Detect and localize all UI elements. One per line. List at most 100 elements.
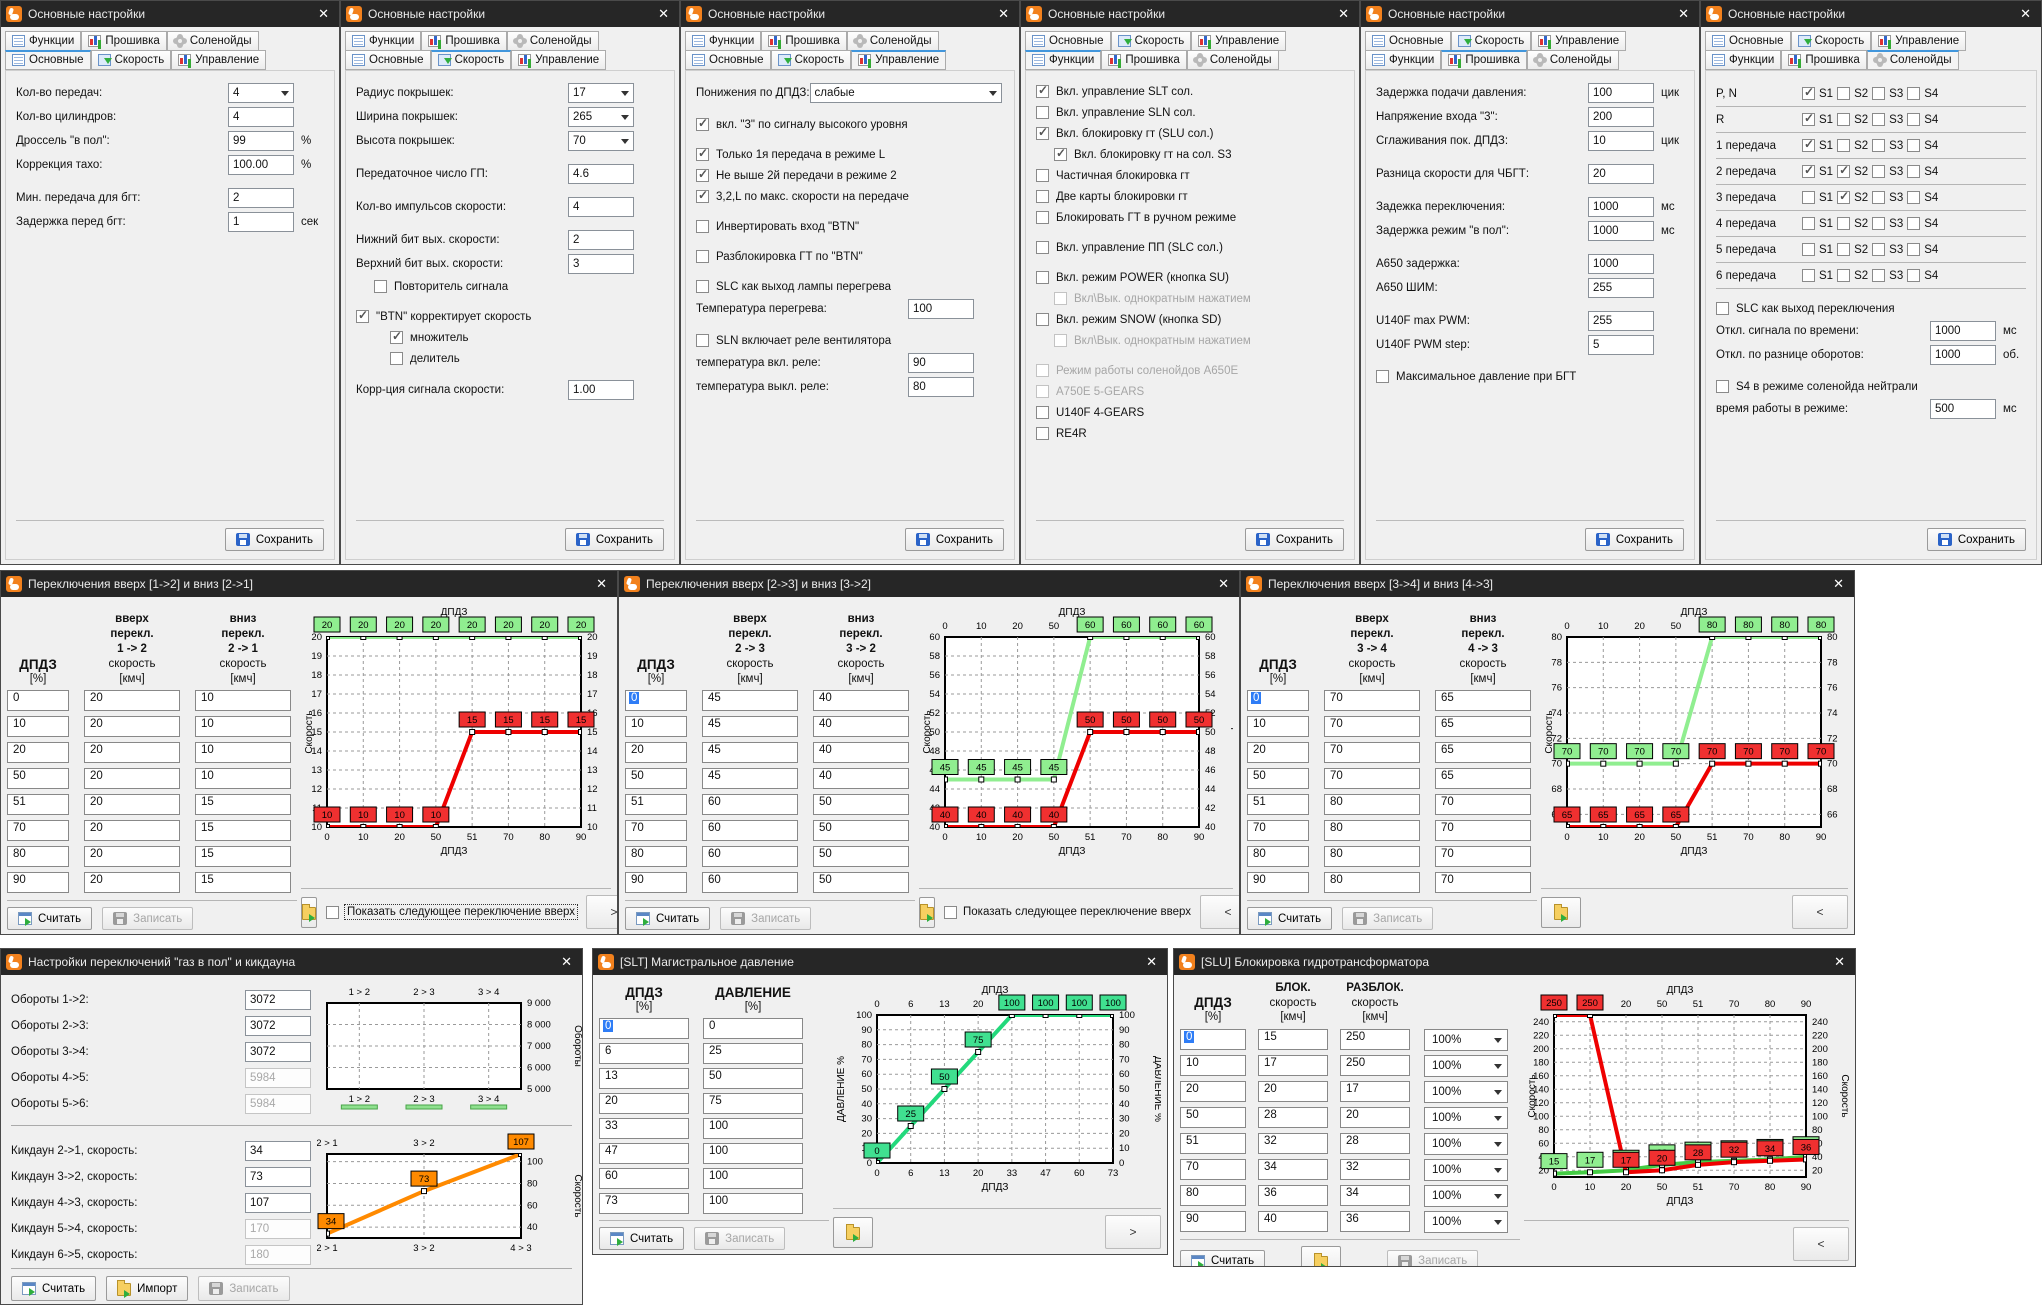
solenoid-checkbox[interactable] — [1837, 87, 1851, 100]
checkbox[interactable] — [1036, 106, 1049, 119]
checkbox[interactable] — [696, 220, 709, 233]
duty-select[interactable]: 100% — [1424, 1106, 1508, 1129]
open-file-button[interactable] — [833, 1216, 873, 1248]
nav-button[interactable]: < — [1792, 895, 1848, 929]
downshift-cell[interactable]: 10 — [195, 690, 291, 711]
downshift-cell[interactable]: 50 — [813, 794, 909, 815]
chevron-down-icon[interactable] — [1494, 1167, 1502, 1177]
solenoid-checkbox[interactable] — [1802, 163, 1815, 178]
checkbox[interactable] — [1054, 146, 1067, 161]
shift-chart[interactable]: 1010111112121313141415151616171718181919… — [301, 603, 611, 888]
tab[interactable]: Основные — [5, 50, 91, 70]
import-button[interactable]: Импорт — [106, 1276, 189, 1301]
upshift-cell[interactable]: 80 — [1324, 872, 1420, 893]
write-button[interactable]: Записать — [1342, 907, 1434, 930]
pressure-cell[interactable]: 25 — [703, 1043, 803, 1064]
checkbox[interactable] — [696, 334, 709, 347]
solenoid-checkbox[interactable] — [1837, 269, 1851, 282]
solenoid-checkbox[interactable] — [1907, 243, 1921, 256]
downshift-cell[interactable]: 40 — [813, 716, 909, 737]
solenoid-checkbox[interactable] — [1907, 217, 1921, 230]
downshift-cell[interactable]: 40 — [813, 768, 909, 789]
tab[interactable]: Скорость — [90, 50, 172, 70]
read-button[interactable]: Считать — [7, 907, 93, 930]
chevron-down-icon[interactable] — [1494, 1141, 1502, 1151]
downshift-cell[interactable]: 50 — [813, 846, 909, 867]
dpdz-cell[interactable]: 20 — [7, 742, 69, 763]
lock-cell[interactable]: 28 — [1258, 1106, 1328, 1128]
write-button[interactable]: Записать — [1387, 1249, 1479, 1266]
field-input[interactable]: 107 — [245, 1193, 311, 1213]
chevron-down-icon[interactable] — [621, 115, 629, 124]
solenoid-checkbox[interactable] — [1802, 217, 1815, 230]
duty-select[interactable]: 100% — [1424, 1080, 1508, 1103]
titlebar[interactable]: Основные настройки ✕ — [341, 1, 679, 27]
downshift-cell[interactable]: 15 — [195, 820, 291, 841]
pressure-cell[interactable]: 75 — [703, 1093, 803, 1114]
solenoid-checkbox[interactable] — [1907, 269, 1921, 282]
tab[interactable]: Скорость — [1790, 31, 1872, 51]
tab[interactable]: Скорость — [430, 50, 512, 70]
field-input[interactable]: 3072 — [245, 1016, 311, 1036]
titlebar[interactable]: Переключения вверх [2->3] и вниз [3->2] … — [619, 571, 1239, 597]
upshift-cell[interactable]: 60 — [702, 872, 798, 893]
tab[interactable]: Соленойды — [1526, 50, 1619, 70]
write-button[interactable]: Записать — [102, 907, 194, 930]
tab[interactable]: Основные — [685, 50, 771, 70]
dpdz-cell[interactable]: 90 — [625, 872, 687, 893]
downshift-cell[interactable]: 40 — [813, 742, 909, 763]
slu-chart[interactable]: 2020404060608080100100120120140140160160… — [1524, 981, 1849, 1220]
checkbox[interactable] — [1036, 364, 1049, 377]
close-icon[interactable]: ✕ — [998, 6, 1009, 21]
solenoid-checkbox[interactable] — [1802, 85, 1815, 100]
tab[interactable]: Соленойды — [1186, 50, 1279, 70]
downshift-cell[interactable]: 65 — [1435, 716, 1531, 737]
field-input[interactable]: 200 — [1588, 107, 1654, 127]
save-button[interactable]: Сохранить — [904, 528, 1004, 551]
solenoid-checkbox[interactable] — [1802, 243, 1815, 256]
chevron-down-icon[interactable] — [1494, 1037, 1502, 1047]
chevron-down-icon[interactable] — [1494, 1219, 1502, 1229]
tab[interactable]: Функции — [1365, 50, 1442, 70]
downshift-cell[interactable]: 10 — [195, 768, 291, 789]
downshift-cell[interactable]: 70 — [1435, 794, 1531, 815]
checkbox[interactable] — [1036, 83, 1049, 98]
field-input[interactable]: слабые — [809, 83, 1002, 103]
chevron-down-icon[interactable] — [621, 139, 629, 148]
field-input[interactable]: 90 — [908, 353, 974, 373]
dpdz-cell[interactable]: 80 — [7, 846, 69, 867]
checkbox[interactable] — [1036, 427, 1049, 440]
upshift-cell[interactable]: 60 — [702, 820, 798, 841]
downshift-cell[interactable]: 50 — [813, 872, 909, 893]
duty-select[interactable]: 100% — [1424, 1054, 1508, 1077]
field-input[interactable]: 80 — [908, 377, 974, 397]
dpdz-cell[interactable]: 51 — [1180, 1132, 1246, 1154]
checkbox[interactable] — [1036, 271, 1049, 284]
downshift-cell[interactable]: 70 — [1435, 846, 1531, 867]
downshift-cell[interactable]: 65 — [1435, 768, 1531, 789]
upshift-cell[interactable]: 45 — [702, 690, 798, 711]
show-next-label[interactable]: Показать следующее переключение вверх — [343, 904, 579, 920]
field-input[interactable]: 170 — [245, 1219, 311, 1239]
field-input[interactable]: 3 — [568, 254, 634, 274]
show-next-label[interactable]: Показать следующее переключение вверх — [963, 906, 1192, 918]
tab[interactable]: Функции — [5, 31, 82, 51]
shift-chart[interactable]: 4040424244444646484850505252545456565858… — [919, 603, 1233, 888]
dpdz-cell[interactable]: 20 — [1247, 742, 1309, 763]
field-input[interactable]: 1000 — [1588, 221, 1654, 241]
dpdz-cell[interactable]: 51 — [625, 794, 687, 815]
solenoid-checkbox[interactable] — [1837, 243, 1851, 256]
write-button[interactable]: Записать — [694, 1227, 786, 1250]
lock-cell[interactable]: 36 — [1258, 1184, 1328, 1206]
dpdz-cell[interactable]: 80 — [1247, 846, 1309, 867]
dpdz-cell[interactable]: 0 — [625, 690, 687, 711]
nav-button[interactable]: < — [1793, 1227, 1849, 1261]
dpdz-cell[interactable]: 80 — [1180, 1184, 1246, 1206]
field-input[interactable]: 3072 — [245, 990, 311, 1010]
upshift-cell[interactable]: 60 — [702, 846, 798, 867]
duty-select[interactable]: 100% — [1424, 1028, 1508, 1051]
dpdz-cell[interactable]: 0 — [599, 1018, 689, 1039]
field-input[interactable]: 99 — [228, 131, 294, 151]
tab[interactable]: Прошивка — [761, 31, 847, 51]
